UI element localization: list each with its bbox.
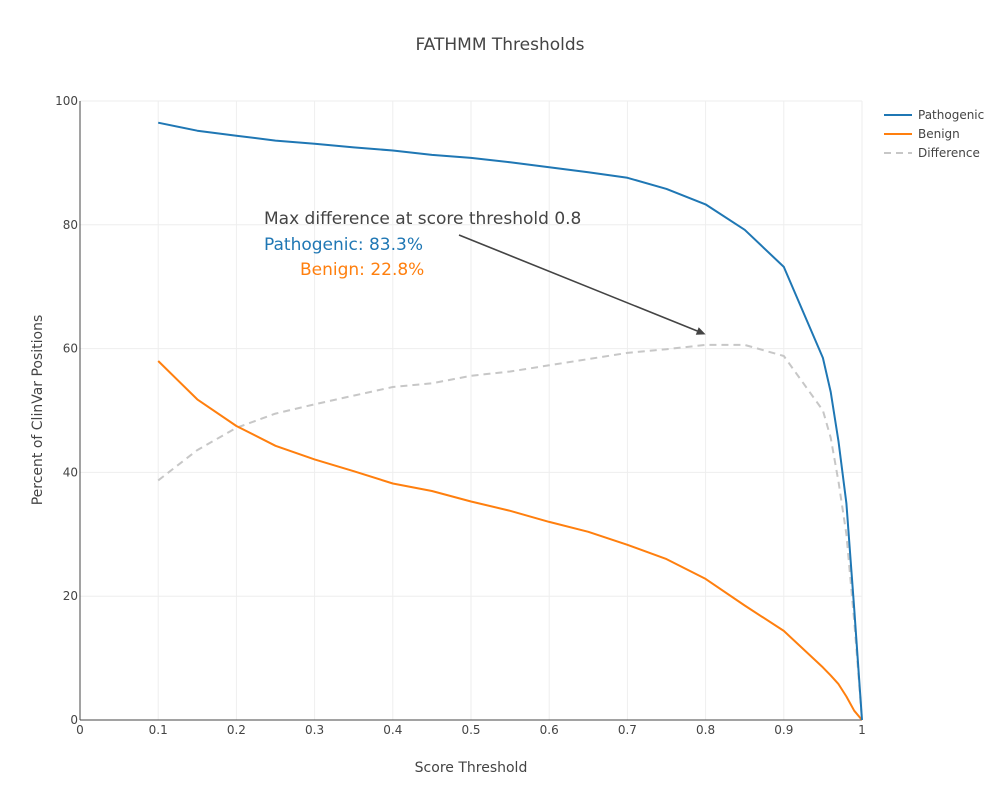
x-tick-label: 1	[858, 723, 866, 737]
y-tick-label: 80	[63, 218, 78, 232]
y-tick-label: 20	[63, 589, 78, 603]
x-axis-title: Score Threshold	[415, 760, 528, 776]
annotation-main-text: Max difference at score threshold 0.8	[264, 209, 581, 229]
legend-label: Difference	[918, 146, 980, 160]
x-tick-label: 0.3	[305, 723, 324, 737]
x-tick-label: 0.5	[461, 723, 480, 737]
legend-item-difference[interactable]: Difference	[884, 146, 980, 160]
x-tick-label: 0.8	[696, 723, 715, 737]
x-tick-label: 0.1	[149, 723, 168, 737]
y-tick-label: 100	[55, 94, 78, 108]
y-tick-label: 60	[63, 342, 78, 356]
y-tick-label: 40	[63, 465, 78, 479]
annotation-pathogenic-text: Pathogenic: 83.3%	[264, 235, 423, 255]
series-line-difference	[157, 343, 863, 721]
annotation: Max difference at score threshold 0.8 Pa…	[264, 209, 706, 335]
annotation-benign-text: Benign: 22.8%	[300, 260, 424, 280]
chart-title: FATHMM Thresholds	[415, 35, 584, 55]
x-tick-label: 0.2	[227, 723, 246, 737]
series-line-pathogenic	[157, 121, 863, 721]
x-tick-label: 0	[76, 723, 84, 737]
legend: Pathogenic Benign Difference	[884, 108, 984, 160]
series-layer	[157, 121, 863, 721]
x-tick-label: 0.4	[383, 723, 402, 737]
legend-item-pathogenic[interactable]: Pathogenic	[884, 108, 984, 122]
y-tick-labels: 0 20 40 60 80 100	[55, 94, 78, 727]
legend-label: Pathogenic	[918, 108, 984, 122]
annotation-arrow-head	[695, 327, 706, 335]
x-tick-label: 0.7	[618, 723, 637, 737]
annotation-arrow	[458, 234, 698, 332]
x-tick-label: 0.6	[540, 723, 559, 737]
y-tick-label: 0	[70, 713, 78, 727]
legend-item-benign[interactable]: Benign	[884, 127, 960, 141]
grid	[80, 100, 863, 720]
x-tick-label: 0.9	[774, 723, 793, 737]
legend-label: Benign	[918, 127, 960, 141]
x-tick-labels: 0 0.1 0.2 0.3 0.4 0.5 0.6 0.7 0.8 0.9 1	[76, 723, 866, 737]
axes	[79, 101, 862, 721]
series-line-benign	[157, 360, 863, 721]
y-axis-title: Percent of ClinVar Positions	[30, 315, 46, 506]
